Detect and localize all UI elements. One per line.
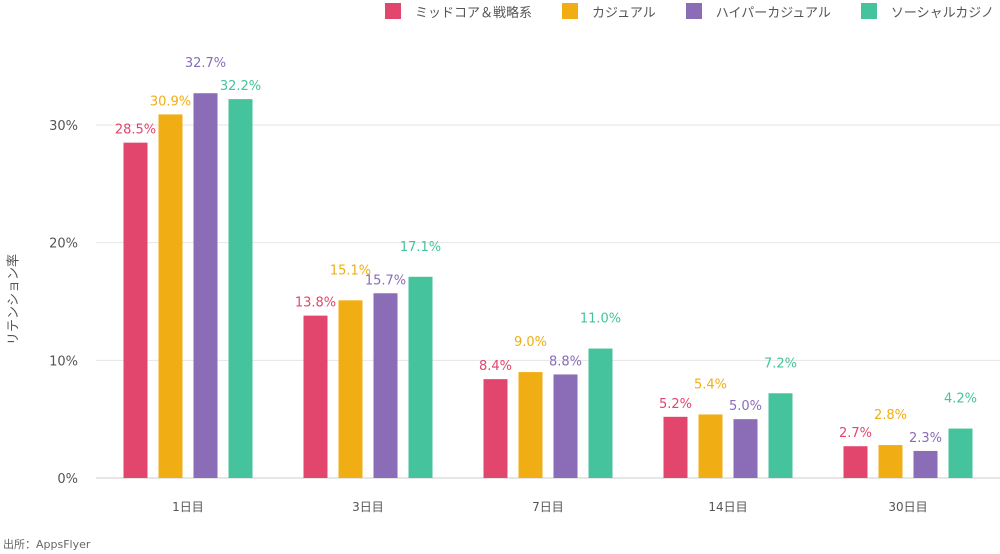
- bar: [483, 379, 508, 478]
- legend-item: カジュアル: [562, 2, 656, 21]
- y-tick-label: 30%: [49, 119, 78, 134]
- bar: [588, 348, 613, 478]
- data-label: 2.8%: [874, 408, 907, 423]
- data-label: 2.7%: [839, 426, 872, 441]
- data-label: 4.2%: [944, 392, 977, 407]
- legend-item: ソーシャルカジノ: [860, 2, 994, 21]
- data-label: 5.4%: [694, 377, 727, 392]
- data-label: 32.7%: [185, 56, 226, 71]
- data-label: 5.0%: [729, 399, 762, 414]
- legend-swatch: [562, 3, 579, 19]
- bar: [698, 414, 723, 478]
- x-tick-label: 3日目: [352, 500, 384, 514]
- bar: [878, 445, 903, 478]
- y-tick-label: 10%: [49, 354, 78, 369]
- data-label: 13.8%: [295, 296, 336, 311]
- data-label: 9.0%: [514, 335, 547, 350]
- data-label: 32.2%: [220, 79, 261, 94]
- data-label: 11.0%: [580, 312, 621, 327]
- data-label: 2.3%: [909, 431, 942, 446]
- bar: [338, 300, 363, 478]
- bar: [768, 393, 793, 478]
- bar: [193, 93, 218, 478]
- bar: [123, 142, 148, 478]
- bar: [303, 315, 328, 478]
- bar: [913, 450, 938, 478]
- bar: [158, 114, 183, 478]
- x-tick-label: 7日目: [532, 500, 564, 514]
- y-tick-label: 20%: [49, 237, 78, 252]
- y-tick-label: 0%: [57, 472, 78, 487]
- bar: [663, 416, 688, 478]
- x-tick-label: 30日目: [888, 500, 927, 514]
- legend-swatch: [685, 3, 702, 19]
- bar: [733, 419, 758, 478]
- bar: [408, 276, 433, 478]
- bar: [553, 374, 578, 478]
- data-label: 5.2%: [659, 397, 692, 412]
- data-label: 30.9%: [150, 94, 191, 109]
- bar: [373, 293, 398, 478]
- data-label: 8.4%: [479, 359, 512, 374]
- data-label: 17.1%: [400, 240, 441, 255]
- bar: [843, 446, 868, 478]
- legend: ミッドコア＆戦略系 カジュアル ハイパーカジュアル ソーシャルカジノ: [355, 0, 1000, 22]
- legend-label: ソーシャルカジノ: [890, 5, 994, 21]
- x-tick-label: 14日目: [708, 500, 747, 514]
- data-label: 15.7%: [365, 273, 406, 288]
- legend-label: カジュアル: [592, 5, 656, 21]
- data-label: 7.2%: [764, 356, 797, 371]
- legend-swatch: [860, 3, 877, 19]
- x-tick-label: 1日目: [172, 500, 204, 514]
- legend-item: ミッドコア＆戦略系: [385, 2, 532, 21]
- legend-label: ハイパーカジュアル: [715, 5, 831, 21]
- data-label: 8.8%: [549, 354, 582, 369]
- legend-label: ミッドコア＆戦略系: [415, 5, 533, 21]
- source-note: 出所：AppsFlyer: [3, 538, 91, 551]
- data-label: 28.5%: [115, 123, 156, 138]
- bar: [948, 428, 973, 478]
- legend-item: ハイパーカジュアル: [685, 2, 831, 21]
- legend-swatch: [385, 3, 401, 19]
- data-label: 15.1%: [330, 263, 371, 278]
- bar: [518, 372, 543, 478]
- bar: [228, 99, 253, 478]
